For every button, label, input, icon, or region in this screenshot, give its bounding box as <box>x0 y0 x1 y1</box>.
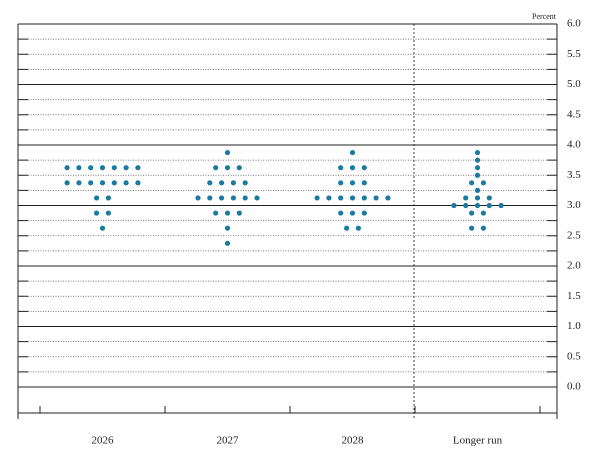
dot <box>344 225 350 231</box>
dot <box>480 225 486 231</box>
y-tick-label: 4.5 <box>567 108 581 120</box>
dot <box>480 210 486 216</box>
y-tick-label: 4.0 <box>567 139 581 151</box>
dot <box>219 180 225 186</box>
y-tick-label: 0.0 <box>567 381 581 393</box>
y-tick-label: 0.5 <box>567 350 581 362</box>
dot <box>224 225 231 231</box>
y-tick-label: 3.0 <box>567 199 581 211</box>
y-axis-label: Percent <box>532 12 557 21</box>
dot <box>64 165 70 171</box>
dot <box>469 180 475 186</box>
dot <box>242 195 248 201</box>
dot <box>195 195 201 201</box>
dot <box>373 195 379 201</box>
dot <box>111 180 117 186</box>
dot <box>361 165 367 171</box>
dot <box>230 180 236 186</box>
dot <box>338 210 344 216</box>
x-tick-label: 2028 <box>342 435 365 447</box>
dot <box>123 165 129 171</box>
dot <box>469 210 475 216</box>
dot <box>338 180 344 186</box>
dot <box>349 165 356 171</box>
dot <box>236 165 242 171</box>
dot <box>361 210 367 216</box>
dot <box>111 165 117 171</box>
dot <box>474 149 481 156</box>
dot <box>338 195 344 201</box>
y-tick-label: 5.5 <box>567 48 581 60</box>
x-tick-label: 2026 <box>92 435 115 447</box>
dot <box>105 195 111 201</box>
dot <box>219 195 225 201</box>
dot <box>474 187 481 193</box>
dot <box>105 210 111 216</box>
dot <box>486 202 492 209</box>
dot <box>99 225 106 231</box>
dot <box>463 202 469 209</box>
dot <box>361 195 367 201</box>
dot <box>474 195 481 201</box>
dot <box>474 165 481 171</box>
dot <box>99 165 106 171</box>
y-tick-label: 2.0 <box>567 260 581 272</box>
dot <box>349 210 356 216</box>
dot <box>64 180 70 186</box>
dot <box>94 195 100 201</box>
dot <box>480 180 486 186</box>
y-tick-label: 1.0 <box>567 320 581 332</box>
dot <box>76 180 82 186</box>
y-tick-label: 6.0 <box>567 18 581 30</box>
dot <box>207 195 213 201</box>
dot <box>463 195 469 201</box>
dot <box>349 195 356 201</box>
dot <box>326 195 332 201</box>
dot <box>135 180 141 186</box>
x-tick-label: 2027 <box>217 435 240 447</box>
dot <box>486 195 492 201</box>
dot <box>338 165 344 171</box>
y-tick-label: 3.5 <box>567 169 581 181</box>
dot <box>355 225 361 231</box>
dot <box>254 195 260 201</box>
dot <box>88 165 94 171</box>
dot <box>213 165 219 171</box>
y-tick-label: 2.5 <box>567 229 581 241</box>
dot <box>207 180 213 186</box>
dot <box>135 165 141 171</box>
dot <box>123 180 129 186</box>
dot <box>99 180 106 186</box>
dot <box>94 210 100 216</box>
y-tick-label: 5.0 <box>567 78 581 90</box>
x-tick-label: Longer run <box>453 435 503 447</box>
dot <box>224 165 231 171</box>
dot <box>230 195 236 201</box>
dot <box>498 202 504 209</box>
dot <box>451 202 457 209</box>
dot <box>474 157 481 163</box>
dot <box>224 210 231 216</box>
dot <box>224 240 231 246</box>
dot <box>361 180 367 186</box>
dot <box>224 149 231 156</box>
dot <box>76 165 82 171</box>
dot <box>242 180 248 186</box>
dot <box>349 180 356 186</box>
dot <box>236 210 242 216</box>
dot <box>314 195 320 201</box>
dot <box>385 195 391 201</box>
dot <box>474 172 481 178</box>
dot <box>349 149 356 156</box>
dot <box>474 202 481 209</box>
y-tick-label: 1.5 <box>567 290 581 302</box>
dot <box>213 210 219 216</box>
dot <box>88 180 94 186</box>
dot <box>469 225 475 231</box>
